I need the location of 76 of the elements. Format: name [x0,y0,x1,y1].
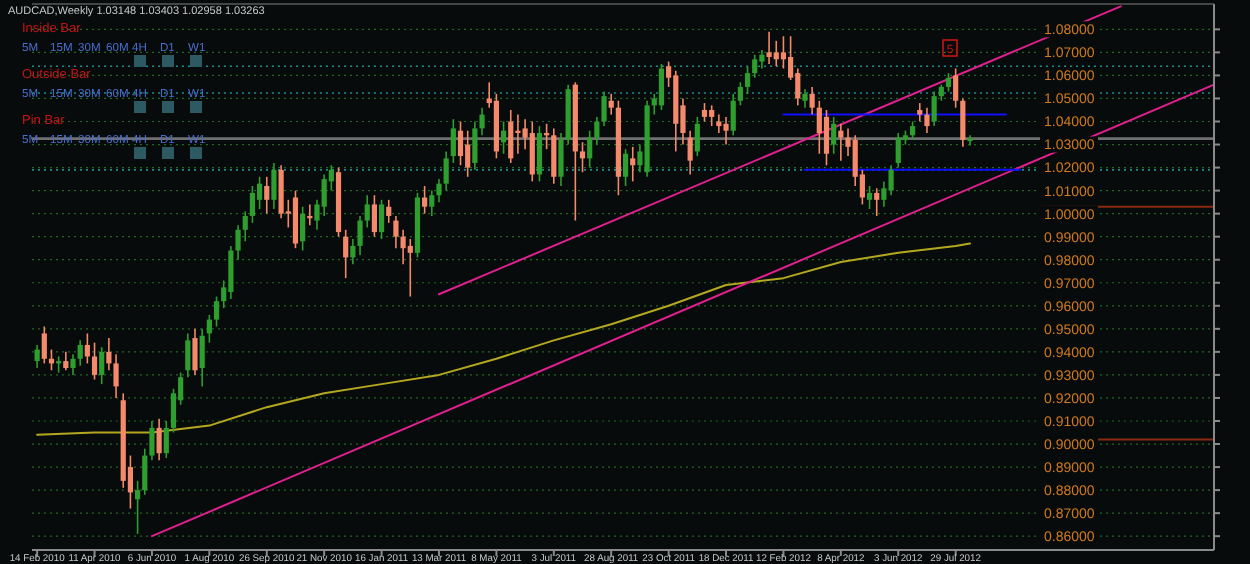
candlestick [300,205,306,252]
candlestick [744,65,751,95]
candlestick [816,99,822,155]
candlestick [249,185,256,224]
candlestick [134,480,141,535]
candlestick [343,228,349,279]
candlestick [866,185,873,210]
candlestick [378,199,385,240]
candlestick [84,332,90,365]
candlestick [752,53,758,79]
candlestick [99,346,105,385]
candlestick [931,90,937,127]
candlestick [953,67,959,109]
candlestick [422,185,428,215]
candlestick [551,127,557,185]
candlestick [271,162,277,210]
candlestick [457,120,464,167]
candlestick [831,116,837,155]
candlestick [34,344,40,369]
candlestick [823,109,830,167]
candlestick [500,120,507,155]
candlestick [206,314,212,344]
candlestick [910,120,916,141]
candlestick [213,295,220,328]
candlestick [658,63,665,111]
candlestick [924,106,930,134]
candlestick [536,125,543,183]
candlestick [292,189,299,249]
candlestick [694,116,700,157]
candlestick [945,72,952,93]
candlestick [587,129,593,169]
candlestick [579,141,586,173]
candlestick [242,210,248,243]
candlestick [730,93,736,137]
candlestick [759,49,765,70]
candlestick [192,328,198,376]
candlestick [917,102,923,123]
candlestick [278,164,284,220]
candlestick [429,189,435,217]
candlestick [608,93,614,116]
candlestick [960,97,966,148]
candlestick [63,351,69,372]
candlestick [809,86,815,116]
candlestick [264,175,270,215]
candlestick [802,88,808,109]
candlestick [450,118,456,164]
candlestick [321,173,327,217]
candlestick [766,30,772,65]
candlestick [515,113,521,155]
candlestick [508,109,514,164]
candlestick [622,148,629,187]
candlestick [199,328,205,388]
candlestick [874,187,880,217]
candlestick [701,102,708,123]
candlestick [156,417,162,461]
candlestick [77,339,83,367]
candlestick [41,325,47,365]
candlestick [716,113,722,134]
candlestick [163,420,169,459]
candlestick [723,116,729,146]
candlestick [630,146,636,183]
candlestick [737,81,743,107]
candlestick [407,238,413,298]
candlestick [773,40,779,67]
candlestick [185,332,191,379]
candlestick [443,150,449,192]
candlestick [91,341,98,381]
candlestick [472,120,478,171]
candlestick [256,175,263,210]
candlestick [709,104,715,127]
candlestick [465,129,471,178]
candlestick [529,120,535,183]
candlestick [838,123,844,162]
candlestick [780,35,787,70]
candlestick [895,132,901,169]
candlestick [371,194,377,238]
